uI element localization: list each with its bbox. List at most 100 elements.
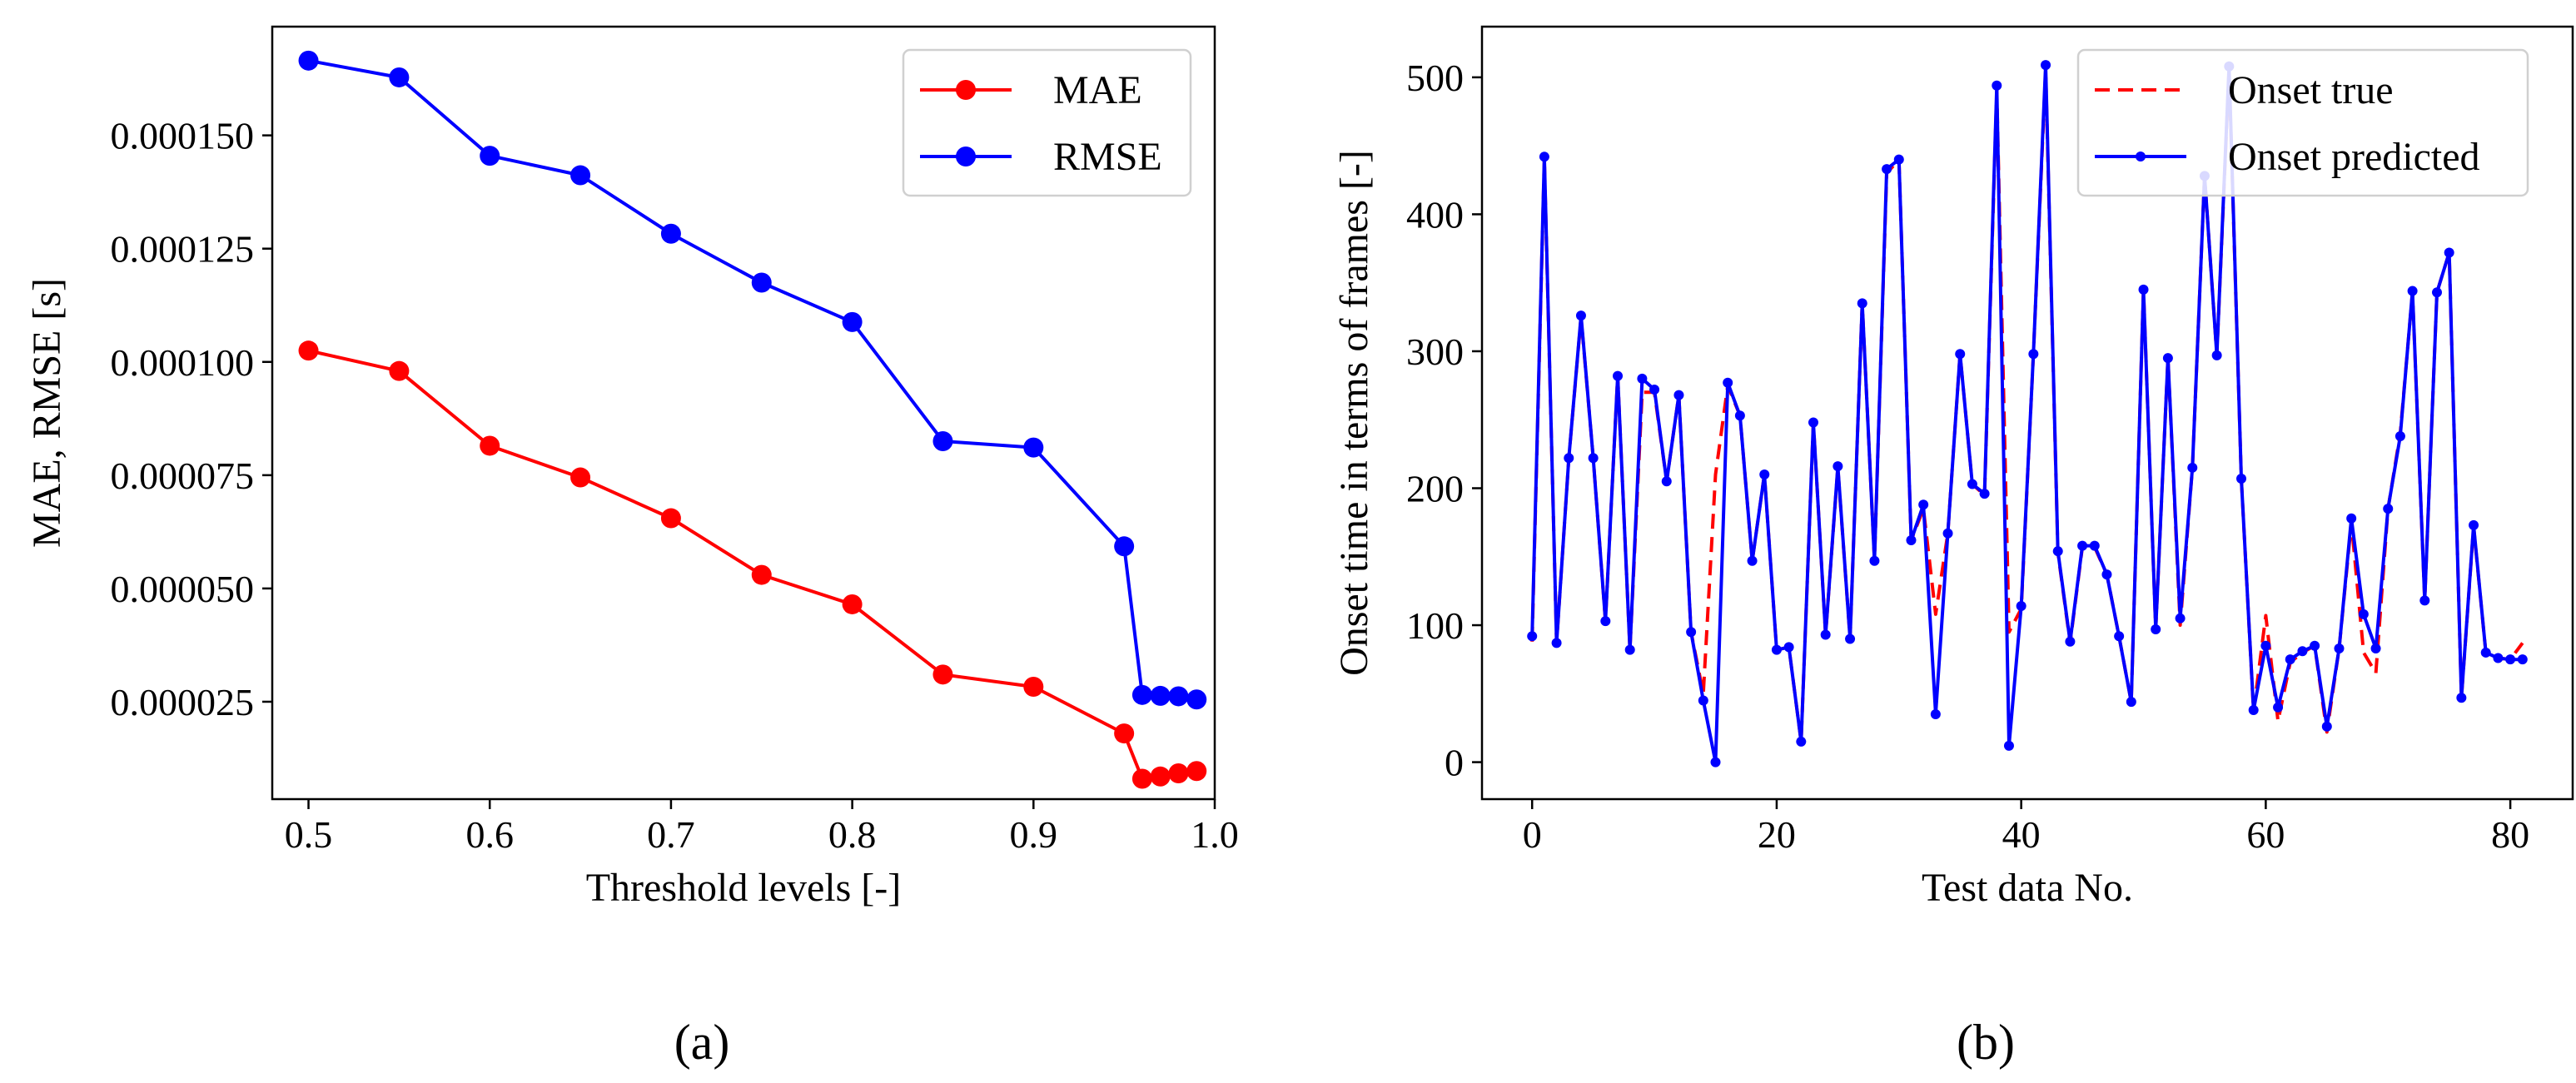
legend-entry: RMSE [1053,135,1162,179]
panel-a-error-chart: 0.5 0.6 0.7 0.8 0.9 1.0 0.000025 0.000050 0.0000… [25,25,1239,1070]
data-point [2089,540,2100,551]
data-point [2041,60,2051,71]
y-tick-label: 0.000075 [111,455,255,497]
data-point [1527,631,1538,642]
data-point [1023,437,1044,458]
panel-b-onset-chart: 0 20 40 60 80 0 100 200 300 400 500 Test data No. On… [1332,25,2574,1070]
legend-marker [956,147,976,166]
data-point [1600,616,1611,627]
data-point [480,146,500,166]
legend-marker [2136,152,2146,161]
data-point [1955,349,1966,360]
data-point [1723,377,1733,388]
data-point [2114,631,2125,642]
data-point [932,664,953,685]
data-point [1168,763,1189,783]
data-point [2493,653,2504,663]
data-point [2175,613,2186,623]
data-point [1869,555,1880,566]
data-point [2334,643,2345,654]
y-tick-label: 400 [1406,193,1464,236]
x-tick-label: 80 [2491,813,2529,856]
data-point [2052,546,2063,557]
data-point [2028,349,2039,360]
y-tick-label: 0.000025 [111,681,255,723]
data-point [2358,609,2369,619]
data-point [2003,740,2014,751]
data-point [2285,654,2295,665]
data-point [1673,390,1684,400]
data-point [389,360,410,381]
data-point [2456,693,2467,703]
x-tick-label: 0.6 [465,813,514,856]
data-point [1808,417,1818,428]
data-point [2444,247,2454,258]
data-point [570,165,591,186]
y-tick-label: 100 [1406,604,1464,647]
data-point [1882,164,1892,175]
data-point [2370,643,2381,654]
data-point [1131,768,1152,789]
x-tick-label: 20 [1758,813,1796,856]
data-point [2517,654,2528,665]
data-point [1186,761,1207,782]
data-point [1845,633,1856,644]
data-point [1661,476,1672,487]
series-line [1530,63,2523,764]
data-point [2151,623,2161,634]
data-point [1686,627,1697,638]
data-point [2260,640,2271,651]
data-point [1734,410,1745,421]
data-point [298,50,319,71]
data-point [1613,370,1624,381]
data-point [1131,684,1152,705]
y-axis-title: MAE, RMSE [s] [25,278,69,548]
y-tick-label: 500 [1406,57,1464,99]
axes-frame [1480,25,2574,801]
panel-label: (a) [674,1015,730,1070]
data-point [2016,601,2026,611]
data-point [1539,152,1549,162]
data-point [2346,513,2357,524]
y-tick-label: 300 [1406,330,1464,373]
data-point [1575,310,1586,321]
data-point [660,223,681,244]
data-point [2407,286,2418,296]
data-point [1796,736,1807,747]
data-point [2505,654,2516,665]
data-point [2469,519,2479,530]
legend: MAE RMSE [902,48,1192,197]
data-point [1114,536,1135,557]
data-point [2065,636,2076,647]
data-point [1168,686,1189,707]
data-point [298,340,319,361]
data-point [932,431,953,452]
series-line [308,349,1197,781]
legend-box [2076,48,2529,197]
x-tick-label: 1.0 [1191,813,1239,856]
y-tick-label: 0.000150 [111,115,255,157]
data-point [1150,685,1171,706]
data-point [1820,629,1831,640]
series-onset-predicted [1527,60,2528,768]
data-point [842,311,863,332]
data-point [2297,646,2308,657]
data-point [1588,453,1599,464]
legend: Onset true Onset predicted [2076,48,2529,197]
data-point [842,594,863,614]
data-point [1023,677,1044,698]
data-point [2273,702,2284,713]
data-point [1893,154,1904,165]
y-tick-label: 200 [1406,467,1464,509]
data-point [2162,353,2173,364]
data-point [1833,461,1843,472]
data-point [2321,721,2332,732]
data-point [2248,705,2259,716]
x-tick-label: 0.8 [828,813,877,856]
y-tick-label: 0.000125 [111,228,255,271]
data-point [2383,504,2394,514]
data-point [1771,644,1782,655]
data-point [570,467,591,488]
data-point [2431,287,2442,298]
